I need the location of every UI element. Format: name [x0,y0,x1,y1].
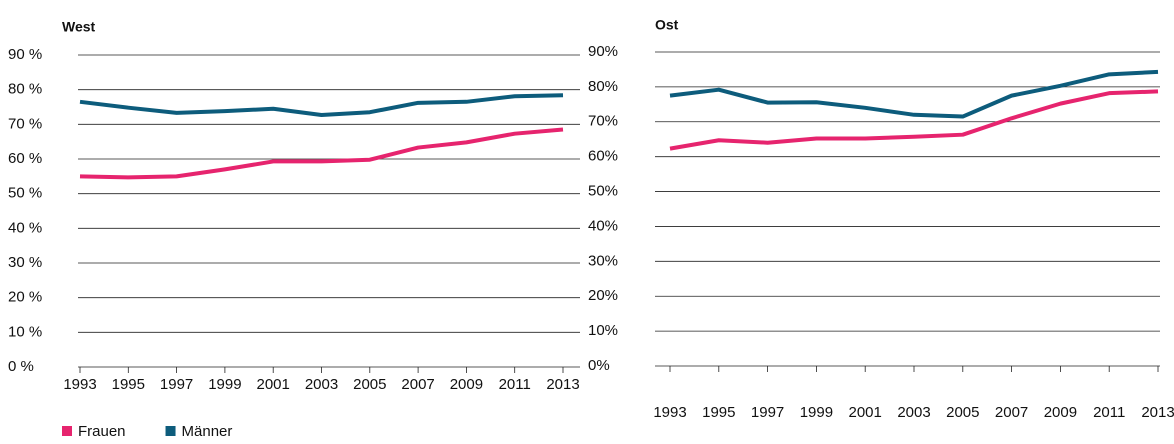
x-tick-label: 2007 [401,376,434,393]
x-tick-label: 1995 [702,404,735,421]
x-tick-label: 2013 [1141,404,1174,421]
y-tick-label: 40 % [8,219,42,236]
x-tick-label: 2013 [546,376,579,393]
y-tick-label: 20% [588,287,618,304]
legend-label: Frauen [78,423,126,439]
x-tick-label: 2005 [946,404,979,421]
y-tick-label: 40% [588,217,618,234]
x-tick-label: 1995 [112,376,145,393]
y-tick-label: 50% [588,183,618,200]
y-tick-label: 30 % [8,254,42,271]
y-tick-label: 30% [588,252,618,269]
x-tick-label: 1997 [160,376,193,393]
legend-swatch [165,426,176,436]
chart-title: Ost [655,17,679,33]
x-tick-label: 2003 [897,404,930,421]
y-tick-label: 20 % [8,289,42,306]
y-tick-label: 60 % [8,150,42,167]
x-tick-label: 2005 [353,376,386,393]
y-tick-label: 70% [588,113,618,130]
y-tick-label: 10 % [8,323,42,340]
x-tick-label: 1999 [208,376,241,393]
y-tick-label: 70 % [8,115,42,132]
x-tick-label: 2003 [305,376,338,393]
legend-swatch [62,426,72,436]
x-tick-label: 1999 [800,404,833,421]
y-tick-label: 10% [588,322,618,339]
y-tick-label: 0 % [8,358,34,375]
x-tick-label: 2007 [995,404,1028,421]
y-tick-label: 60% [588,148,618,165]
x-tick-label: 1993 [63,376,96,393]
x-tick-label: 2001 [849,404,882,421]
x-tick-label: 2011 [1093,404,1125,421]
y-tick-label: 0% [588,357,610,374]
x-tick-label: 2009 [1044,404,1077,421]
data-line [669,89,1159,151]
x-tick-label: 1993 [653,404,686,421]
x-tick-label: 2011 [499,376,531,393]
data-line [79,93,564,117]
y-tick-label: 90 % [8,46,42,63]
y-tick-label: 80% [588,78,618,95]
x-tick-label: 2001 [257,376,290,393]
data-line [669,69,1159,119]
y-tick-label: 80 % [8,81,42,98]
legend-label: Männer [182,423,233,439]
chart-title: West [62,19,96,35]
y-tick-label: 50 % [8,185,42,202]
y-tick-label: 90% [588,43,618,60]
x-tick-label: 2009 [450,376,483,393]
x-tick-label: 1997 [751,404,784,421]
data-line [79,127,564,180]
